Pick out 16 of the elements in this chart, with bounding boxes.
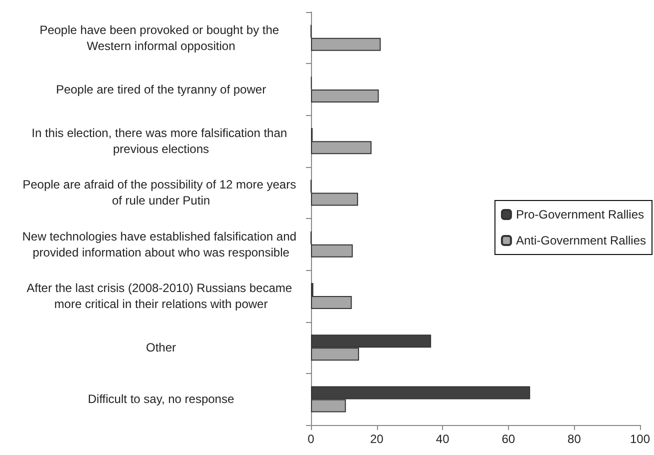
- y-tick-label: In this election, there was more falsification than previous elections: [32, 126, 290, 156]
- x-tick-label: 80: [568, 432, 582, 446]
- y-tick-label: People have been provoked or bought by the Western informal opposition: [40, 22, 282, 53]
- y-tick-label: New technologies have established falsification and provided information about who was responsible: [22, 229, 300, 260]
- y-tick-label: Other: [146, 340, 176, 355]
- y-tick-label: After the last crisis (2008-2010) Russians became more critical in their relations with power: [26, 280, 296, 311]
- y-tick-label: People are tired of the tyranny of power: [56, 82, 266, 96]
- legend-label: Pro-Government Rallies: [516, 208, 644, 222]
- y-tick-label: People are afraid of the possibility of 12 more years of rule under Putin: [22, 178, 300, 208]
- x-tick-label: 20: [370, 432, 384, 446]
- x-tick-label: 0: [308, 432, 315, 446]
- x-tick-label: 40: [436, 432, 450, 446]
- x-tick-label: 60: [502, 432, 516, 446]
- legend-label: Anti-Government Rallies: [516, 234, 646, 248]
- x-tick-label: 100: [630, 432, 650, 446]
- y-tick-label: Difficult to say, no response: [88, 392, 234, 406]
